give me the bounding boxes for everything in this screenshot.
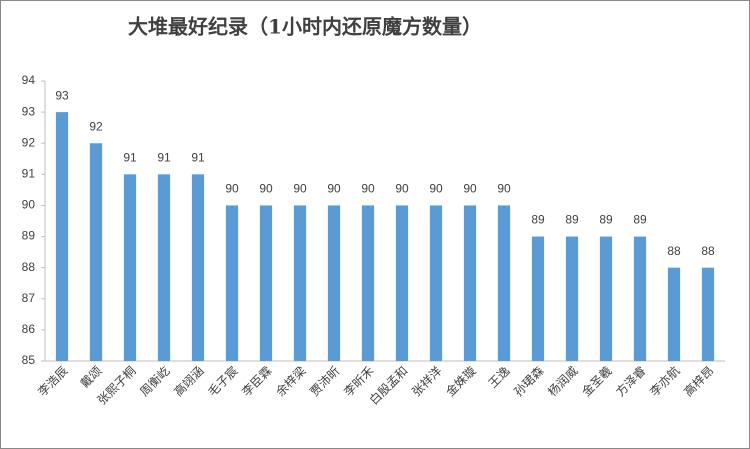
bar (89, 143, 103, 361)
bar (633, 236, 647, 361)
y-tick-label: 89 (22, 229, 36, 243)
data-label: 88 (667, 244, 681, 258)
data-label: 90 (429, 182, 443, 196)
data-label: 90 (327, 182, 341, 196)
bar (395, 205, 409, 361)
bar (225, 205, 239, 361)
data-label: 89 (599, 213, 613, 227)
y-tick-label: 94 (22, 73, 36, 87)
data-label: 90 (497, 182, 511, 196)
y-tick-label: 92 (22, 135, 36, 149)
y-tick-label: 88 (22, 260, 36, 274)
y-tick-label: 90 (22, 198, 36, 212)
bar (429, 205, 443, 361)
y-tick-label: 85 (22, 353, 36, 367)
data-label: 90 (293, 182, 307, 196)
data-label: 90 (225, 182, 239, 196)
data-label: 93 (55, 88, 69, 102)
data-label: 90 (361, 182, 375, 196)
data-label: 91 (191, 151, 205, 165)
bar (157, 174, 171, 361)
bar (293, 205, 307, 361)
bar (259, 205, 273, 361)
bar (463, 205, 477, 361)
data-label: 88 (701, 244, 715, 258)
data-label: 91 (123, 151, 137, 165)
y-tick-label: 87 (22, 291, 36, 305)
data-label: 92 (89, 119, 103, 133)
bar (599, 236, 613, 361)
data-label: 89 (531, 213, 545, 227)
data-label: 89 (565, 213, 579, 227)
y-tick-label: 91 (22, 167, 36, 181)
data-label: 90 (395, 182, 409, 196)
y-tick-label: 93 (22, 104, 36, 118)
chart-title: 大堆最好纪录（1小时内还原魔方数量） (128, 15, 482, 39)
bar (327, 205, 341, 361)
data-label: 90 (463, 182, 477, 196)
data-label: 91 (157, 151, 171, 165)
bar (123, 174, 137, 361)
data-label: 90 (259, 182, 273, 196)
data-label: 89 (633, 213, 647, 227)
bar (191, 174, 205, 361)
bar (531, 236, 545, 361)
bar (361, 205, 375, 361)
bar (497, 205, 511, 361)
y-tick-label: 86 (22, 322, 36, 336)
bar (667, 267, 681, 361)
bar (701, 267, 715, 361)
bar (565, 236, 579, 361)
bar (55, 112, 69, 361)
